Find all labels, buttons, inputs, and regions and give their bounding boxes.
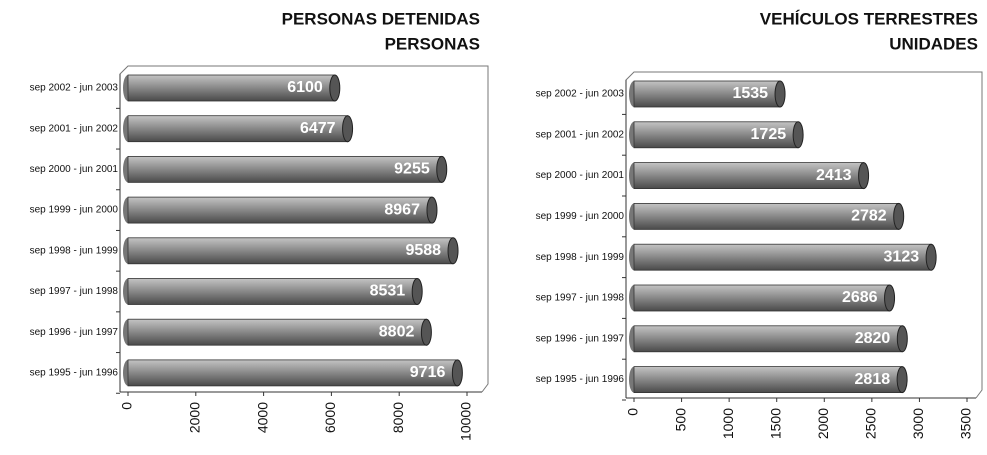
y-tick-label: sep 1995 - jun 1996	[536, 374, 625, 385]
x-tick-label: 8000	[390, 402, 406, 433]
bar	[127, 318, 427, 346]
y-tick-label: sep 1997 - jun 1998	[536, 293, 625, 304]
bar	[127, 155, 443, 183]
value-label: 6477	[300, 120, 336, 137]
x-tick-label: 1000	[720, 408, 736, 439]
bar-cap	[884, 284, 896, 312]
x-tick-label: 4000	[254, 402, 270, 433]
x-tick-label: 0	[119, 402, 135, 410]
y-tick-label: sep 1995 - jun 1996	[30, 368, 119, 379]
value-label: 3123	[884, 248, 920, 265]
y-tick-label: sep 2002 - jun 2003	[30, 83, 119, 94]
bar-cap	[420, 318, 432, 346]
y-tick-label: sep 1999 - jun 2000	[536, 211, 625, 222]
bar	[127, 115, 348, 143]
value-label: 2413	[816, 167, 852, 184]
value-label: 2820	[855, 330, 891, 347]
bar	[127, 196, 433, 224]
bar	[127, 74, 336, 102]
x-tick-label: 6000	[322, 402, 338, 433]
value-label: 2818	[855, 371, 891, 388]
value-label: 1535	[732, 85, 768, 102]
bar-cap	[925, 243, 937, 271]
bar	[633, 284, 890, 312]
bar	[633, 325, 903, 353]
bar-cap	[451, 359, 463, 387]
bar-cap	[411, 278, 423, 305]
bar	[633, 202, 900, 230]
bar-cap	[893, 202, 905, 230]
x-tick-label: 2000	[187, 402, 203, 433]
x-tick-label: 3500	[958, 408, 974, 439]
bar-cap	[896, 325, 908, 353]
y-tick-label: sep 2001 - jun 2002	[30, 123, 119, 134]
y-tick-label: sep 2000 - jun 2001	[30, 164, 119, 175]
x-tick-label: 3000	[910, 408, 926, 439]
value-label: 9716	[410, 364, 446, 381]
bar	[633, 80, 781, 108]
value-label: 8967	[384, 201, 420, 218]
value-label: 9588	[405, 242, 441, 259]
value-label: 9255	[394, 161, 430, 178]
bar	[127, 359, 458, 387]
value-label: 1725	[751, 126, 787, 143]
bar-cap	[858, 162, 870, 190]
bar	[633, 243, 932, 271]
chart-title: VEHÍCULOS TERRESTRES	[760, 9, 978, 28]
x-tick-label: 10000	[458, 402, 474, 441]
value-label: 2782	[851, 208, 887, 225]
bar-cap	[436, 155, 448, 183]
y-tick-label: sep 1996 - jun 1997	[30, 327, 119, 338]
value-label: 8531	[370, 283, 406, 300]
bar-cap	[329, 74, 341, 102]
bar	[633, 121, 799, 149]
chart-subtitle: PERSONAS	[385, 34, 480, 53]
y-tick-label: sep 2002 - jun 2003	[536, 89, 625, 100]
value-label: 8802	[379, 323, 415, 340]
y-tick-label: sep 1998 - jun 1999	[536, 252, 625, 263]
bar-cap	[774, 80, 786, 108]
y-tick-label: sep 1996 - jun 1997	[536, 333, 625, 344]
value-label: 2686	[842, 289, 878, 306]
x-tick-label: 500	[672, 408, 688, 432]
bar-cap	[792, 121, 804, 149]
bar-cap	[426, 196, 438, 224]
y-tick-label: sep 1998 - jun 1999	[30, 245, 119, 256]
bar-cap	[447, 237, 459, 265]
y-tick-label: sep 2001 - jun 2002	[536, 129, 625, 140]
x-tick-label: 2500	[863, 408, 879, 439]
x-tick-label: 0	[625, 408, 641, 416]
chart-title: PERSONAS DETENIDAS	[282, 9, 480, 28]
bar-cap	[896, 366, 908, 394]
bar	[127, 237, 454, 265]
bar-cap	[342, 115, 354, 143]
chart-subtitle: UNIDADES	[889, 34, 978, 53]
x-tick-label: 2000	[815, 408, 831, 439]
value-label: 6100	[287, 79, 323, 96]
x-tick-label: 1500	[767, 408, 783, 439]
y-tick-label: sep 1997 - jun 1998	[30, 286, 119, 297]
y-tick-label: sep 2000 - jun 2001	[536, 170, 625, 181]
y-tick-label: sep 1999 - jun 2000	[30, 205, 119, 216]
